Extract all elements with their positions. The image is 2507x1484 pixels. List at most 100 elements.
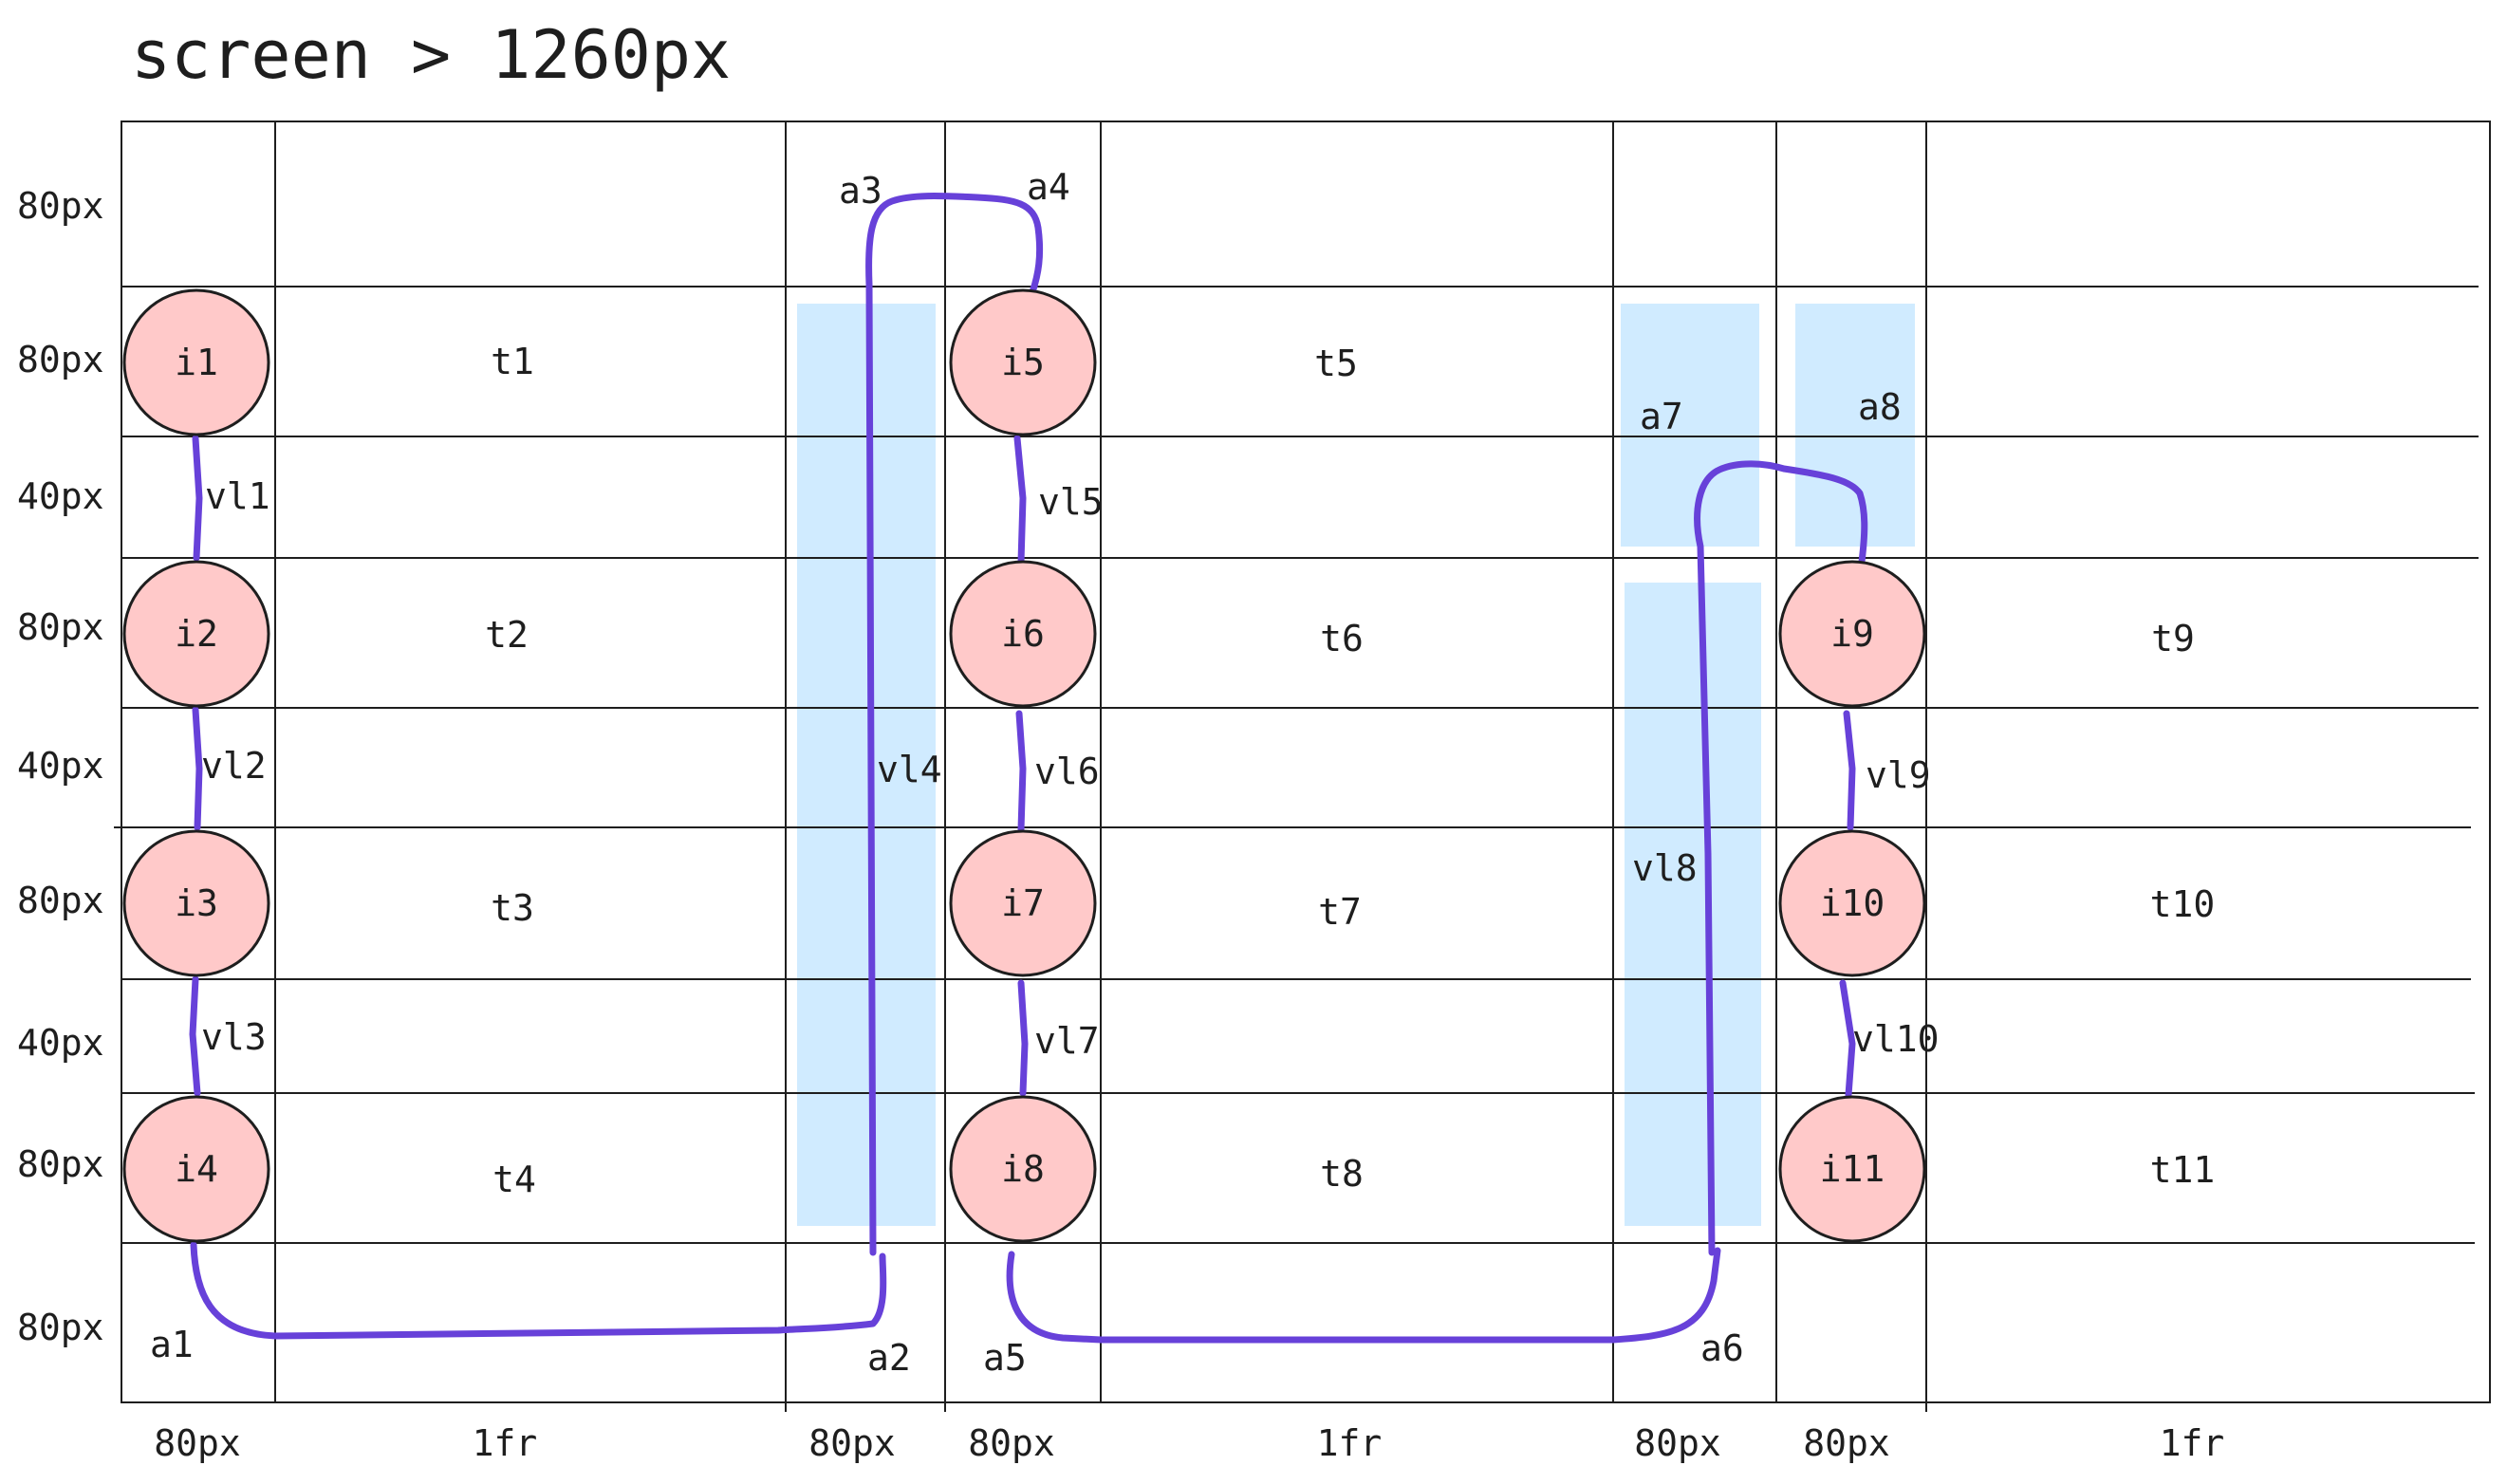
connector-vl2 <box>192 706 203 831</box>
highlight-column-a2 <box>797 304 936 1226</box>
row-size-labels: 80px 80px 40px 80px 40px 80px 40px 80px 80px <box>17 185 104 1348</box>
node-circle <box>122 288 270 436</box>
highlight-region-a8 <box>1795 304 1915 547</box>
connector-label-vl1: vl1 <box>205 475 270 517</box>
connector-label-vl2: vl2 <box>201 745 267 787</box>
column-size-label: 1fr <box>1317 1422 1383 1464</box>
connector-label-vl7: vl7 <box>1034 1020 1100 1062</box>
node-i2: i2 <box>122 560 270 708</box>
connector-path-a6-a7 <box>1694 460 1868 1256</box>
node-circle <box>1778 829 1926 977</box>
node-i1: i1 <box>122 288 270 436</box>
diagram-title: screen > 1260px <box>131 16 731 94</box>
connector-path-a1-a2 <box>190 1241 887 1340</box>
row-size-label: 80px <box>17 880 104 921</box>
node-i7: i7 <box>949 829 1097 977</box>
connectors <box>189 193 1868 1344</box>
node-label: i9 <box>1830 613 1874 655</box>
row-size-label: 80px <box>17 1143 104 1185</box>
connector-labels: vl1 vl2 vl3 vl4 vl5 vl6 vl7 vl8 vl9 vl10 <box>201 475 1940 1062</box>
highlight-region-vl8 <box>1625 583 1761 1226</box>
column-size-labels: 80px 1fr 80px 80px 1fr 80px 80px 1fr <box>154 1422 2224 1464</box>
anchor-label-a4: a4 <box>1027 166 1070 208</box>
anchor-labels: a1 a2 a3 a4 a5 a6 a7 a8 <box>150 166 1902 1379</box>
row-size-label: 80px <box>17 339 104 380</box>
connector-label-vl4: vl4 <box>877 749 942 790</box>
cell-label-t3: t3 <box>491 887 534 929</box>
nodes: i1 i2 i3 i4 i5 i6 i7 i8 i9 i10 i11 <box>122 288 1926 1243</box>
cell-label-t2: t2 <box>485 614 529 656</box>
row-size-label: 40px <box>17 1022 104 1064</box>
column-size-label: 1fr <box>473 1422 538 1464</box>
connector-label-vl5: vl5 <box>1038 481 1104 523</box>
connector-vl7 <box>1017 979 1029 1097</box>
column-size-label: 80px <box>808 1422 896 1464</box>
row-size-label: 80px <box>17 606 104 648</box>
node-i9: i9 <box>1778 560 1926 708</box>
anchor-label-a7: a7 <box>1640 396 1683 437</box>
connector-vl10 <box>1839 979 1856 1099</box>
grid-frame <box>121 121 2491 1403</box>
cell-label-t9: t9 <box>2151 618 2195 659</box>
row-size-label: 80px <box>17 185 104 227</box>
cell-label-t8: t8 <box>1320 1153 1364 1195</box>
connector-path-a2-a3 <box>865 193 1044 1256</box>
cell-label-t6: t6 <box>1320 618 1364 659</box>
connector-label-vl6: vl6 <box>1034 751 1100 792</box>
node-circle <box>949 288 1097 436</box>
node-circle <box>122 1095 270 1243</box>
anchor-label-a2: a2 <box>867 1337 911 1379</box>
row-size-label: 80px <box>17 1307 104 1348</box>
row-size-label: 40px <box>17 745 104 787</box>
node-label: i4 <box>175 1148 218 1190</box>
node-i4: i4 <box>122 1095 270 1243</box>
connector-label-vl10: vl10 <box>1852 1018 1940 1060</box>
connector-label-vl8: vl8 <box>1632 847 1698 889</box>
cell-label-t7: t7 <box>1318 891 1362 933</box>
connector-vl6 <box>1015 710 1027 833</box>
node-i6: i6 <box>949 560 1097 708</box>
node-circle <box>949 829 1097 977</box>
anchor-label-a6: a6 <box>1700 1327 1744 1369</box>
cell-label-t11: t11 <box>2150 1149 2216 1191</box>
node-circle <box>1778 1095 1926 1243</box>
connector-vl3 <box>189 975 201 1097</box>
anchor-label-a8: a8 <box>1858 386 1902 428</box>
highlight-region-a7 <box>1621 304 1759 547</box>
node-circle <box>949 560 1097 708</box>
cell-label-t4: t4 <box>492 1159 536 1200</box>
node-circle <box>122 829 270 977</box>
node-label: i10 <box>1820 882 1885 924</box>
node-circle <box>122 560 270 708</box>
node-i3: i3 <box>122 829 270 977</box>
node-i10: i10 <box>1778 829 1926 977</box>
cell-label-t1: t1 <box>491 341 534 382</box>
connector-vl5 <box>1013 435 1027 566</box>
connector-label-vl9: vl9 <box>1866 754 1931 796</box>
node-i5: i5 <box>949 288 1097 436</box>
highlight-regions <box>797 304 1915 1226</box>
cell-label-t10: t10 <box>2150 883 2216 925</box>
connector-path-a5-a6 <box>1006 1247 1721 1344</box>
node-circle <box>1778 560 1926 708</box>
cell-labels: t1 t2 t3 t4 t5 t6 t7 t8 t9 t10 t11 <box>485 341 2215 1200</box>
anchor-label-a5: a5 <box>983 1337 1027 1379</box>
node-label: i2 <box>175 613 218 655</box>
column-size-label: 80px <box>968 1422 1055 1464</box>
node-i11: i11 <box>1778 1095 1926 1243</box>
grid-lines <box>114 121 2491 1412</box>
column-size-label: 80px <box>1634 1422 1721 1464</box>
node-label: i11 <box>1820 1148 1885 1190</box>
connector-label-vl3: vl3 <box>201 1016 267 1058</box>
cell-label-t5: t5 <box>1314 343 1358 384</box>
node-label: i6 <box>1001 613 1045 655</box>
node-label: i7 <box>1001 882 1045 924</box>
node-label: i5 <box>1001 342 1045 383</box>
node-circle <box>949 1095 1097 1243</box>
column-size-label: 80px <box>1803 1422 1890 1464</box>
node-i8: i8 <box>949 1095 1097 1243</box>
node-label: i3 <box>175 882 218 924</box>
column-size-label: 80px <box>154 1422 241 1464</box>
node-label: i8 <box>1001 1148 1045 1190</box>
